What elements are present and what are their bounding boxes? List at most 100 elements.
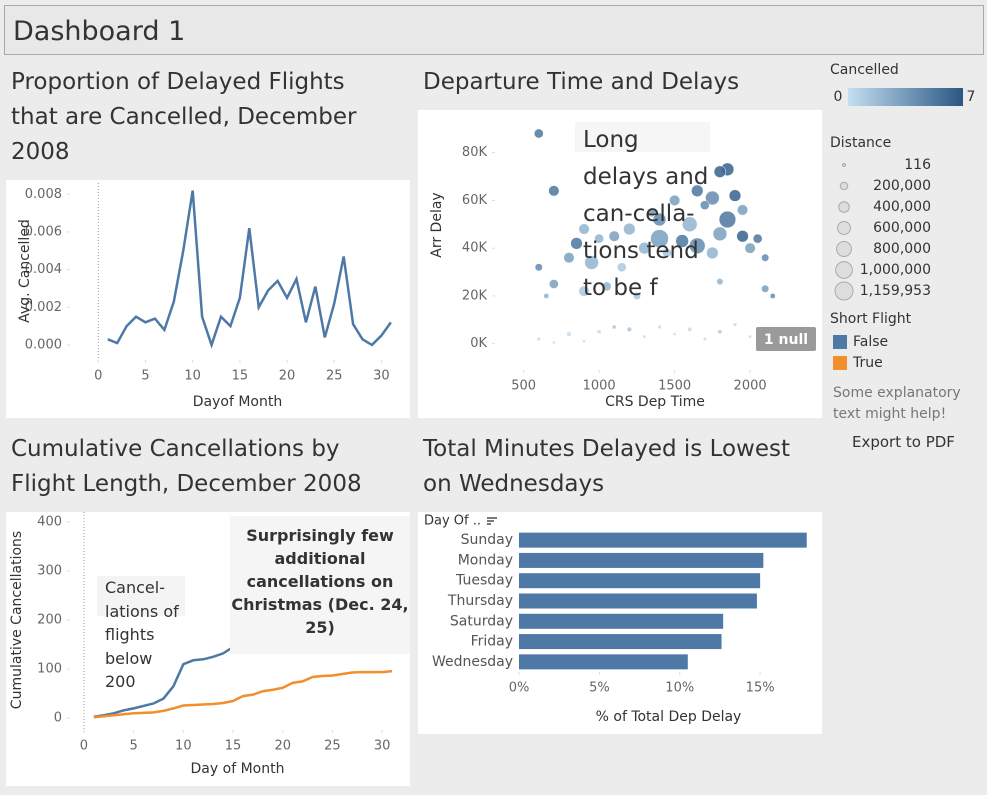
scatter-point [566, 331, 572, 337]
x-tick-label: 15 [225, 739, 242, 754]
scatter-point [716, 278, 724, 286]
bar [519, 552, 764, 568]
size-legend-mark [838, 201, 850, 213]
y-axis-label: Cumulative Cancellations [9, 531, 25, 709]
color-legend-label: 0 [834, 89, 843, 105]
null-indicator: 1 null [764, 332, 808, 348]
legend-label: True [852, 355, 883, 371]
y-axis-label: Avg. Cancelled [17, 219, 33, 323]
scatter-point [718, 210, 737, 229]
x-axis-label: Dayof Month [193, 394, 282, 410]
x-tick-label: 5 [129, 739, 137, 754]
bar [519, 573, 761, 589]
x-axis-label: CRS Dep Time [605, 394, 705, 410]
scatter-point [552, 340, 556, 345]
legend-title: Distance [830, 135, 892, 151]
y-tick-label: 0.000 [25, 337, 62, 352]
bar [519, 532, 807, 548]
scatter-point [752, 233, 763, 244]
color-legend-ramp [848, 88, 963, 106]
y-tick-label: 0.002 [25, 300, 62, 315]
scatter-point [543, 293, 550, 299]
annotation: Surprisingly few additional cancellation… [230, 516, 410, 654]
null-badge [756, 327, 816, 351]
scatter-point [563, 252, 575, 264]
x-tick-label: 1500 [658, 379, 691, 394]
y-tick-label: 0.004 [25, 262, 62, 277]
chart-title: Total Minutes Delayed is Lowest on Wedne… [423, 436, 791, 497]
size-legend-mark [837, 221, 851, 235]
y-tick-label: Sunday [461, 532, 513, 548]
x-tick-label: 25 [326, 369, 343, 384]
legend-title: Short Flight [830, 311, 912, 327]
bar [519, 613, 724, 629]
size-legend-label: 1,000,000 [860, 262, 931, 278]
bar [519, 654, 688, 670]
scatter-point [737, 204, 749, 216]
dashboard-title: Dashboard 1 [4, 5, 984, 55]
x-tick-label: 15% [746, 681, 775, 696]
scatter-point [717, 329, 723, 335]
y-tick-label: Thursday [447, 593, 513, 609]
scatter-point [744, 242, 756, 254]
scatter-point [732, 322, 738, 327]
x-tick-label: 0 [94, 369, 102, 384]
x-tick-label: 1000 [583, 379, 616, 394]
x-tick-label: 15 [232, 369, 249, 384]
legend-title: Cancelled [830, 62, 899, 78]
y-tick-label: Tuesday [455, 573, 513, 589]
bar [519, 634, 722, 650]
y-tick-label: Monday [458, 552, 513, 568]
scatter-point [736, 230, 749, 243]
y-tick-label: 300 [37, 563, 62, 578]
bar [519, 593, 757, 609]
x-tick-label: 10% [665, 681, 694, 696]
scatter-point [761, 253, 770, 262]
scatter-point [728, 189, 742, 202]
legend-swatch [833, 335, 847, 349]
column-header: Day Of .. [424, 514, 481, 529]
y-tick-label: 400 [37, 514, 62, 529]
scatter-point [748, 334, 753, 339]
legend-swatch [833, 356, 847, 370]
x-tick-label: 25 [324, 739, 341, 754]
x-tick-label: 20 [279, 369, 296, 384]
annotation: Cancel-lations of flights below 200 [97, 576, 185, 694]
legend-label: False [853, 334, 888, 350]
size-legend-mark [842, 163, 846, 167]
x-tick-label: 0 [80, 739, 88, 754]
chart-title: Departure Time and Delays [423, 69, 740, 95]
x-tick-label: 10 [184, 369, 201, 384]
export-button[interactable]: Export to PDF [852, 433, 955, 451]
chart-title: Proportion of Delayed Flights that are C… [11, 69, 357, 165]
explanatory-note: Some explanatory text might help! [833, 385, 961, 422]
x-tick-label: 30 [374, 739, 391, 754]
x-axis-label: Day of Month [191, 761, 285, 777]
y-tick-label: 20K [462, 288, 488, 303]
chart-title: Cumulative Cancellations by Flight Lengt… [11, 436, 362, 497]
color-legend-label: 7 [967, 89, 976, 105]
x-tick-label: 0% [509, 681, 530, 696]
y-tick-label: 0K [470, 336, 487, 351]
scatter-point [712, 226, 728, 242]
y-tick-label: 200 [37, 613, 62, 628]
size-legend-label: 600,000 [873, 220, 931, 236]
size-legend-label: 116 [904, 157, 931, 173]
size-legend-mark [836, 241, 852, 257]
y-tick-label: Wednesday [432, 654, 513, 670]
size-legend-mark [834, 281, 854, 301]
x-tick-label: 30 [373, 369, 390, 384]
x-tick-label: 500 [511, 379, 536, 394]
line-series [93, 669, 393, 719]
y-tick-label: 60K [462, 193, 488, 208]
y-tick-label: Friday [471, 634, 513, 650]
y-tick-label: 0 [54, 711, 62, 726]
y-tick-label: 0.008 [25, 187, 62, 202]
y-axis-label: Arr Delay [429, 192, 445, 257]
size-legend-label: 1,159,953 [860, 283, 931, 299]
size-legend-label: 400,000 [873, 199, 931, 215]
y-tick-label: 80K [462, 145, 488, 160]
y-tick-label: 100 [37, 662, 62, 677]
scatter-point [548, 185, 560, 197]
